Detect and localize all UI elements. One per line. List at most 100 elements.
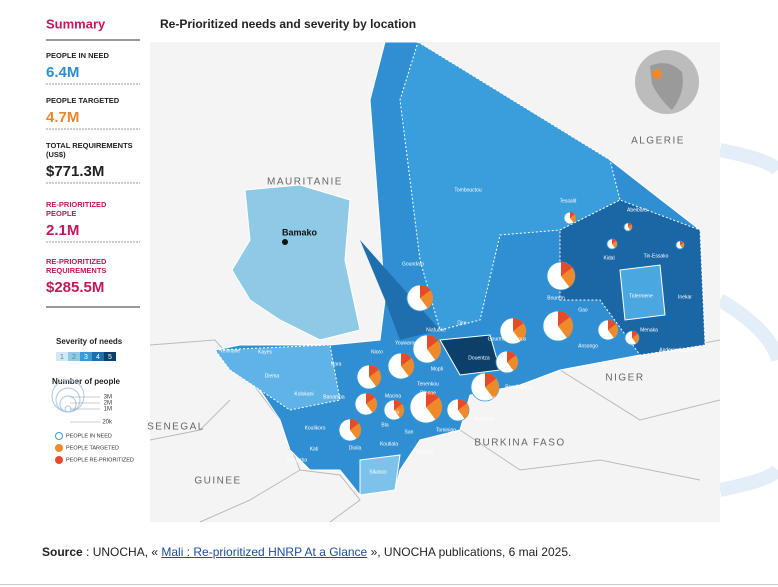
pie-reprioritized — [561, 262, 573, 276]
source-link[interactable]: Mali : Re-prioritized HNRP At a Glance — [161, 545, 368, 559]
source-prefix: Source — [42, 545, 83, 559]
region-label: Dioila — [349, 445, 362, 451]
pie-reprioritized — [570, 212, 575, 218]
region-label: Douentza — [468, 355, 490, 361]
pie-reprioritized — [426, 391, 439, 407]
source-text: », UNOCHA publications, 6 mai 2025. — [367, 545, 572, 559]
region-label: Segou — [385, 409, 400, 415]
region-label: Tominian — [436, 427, 456, 433]
region-label: Gourma-Rharous — [488, 336, 527, 342]
severity-label: 4 — [96, 354, 100, 361]
region-label: Tombouctou — [454, 187, 481, 193]
pie-reprioritized — [680, 241, 684, 245]
region-sikasso — [359, 454, 401, 496]
summary-title: Summary — [46, 16, 106, 31]
pie-reprioritized — [608, 320, 616, 330]
pie-reprioritized — [628, 223, 632, 227]
key-label: PEOPLE RE-PRIORITIZED — [66, 457, 134, 463]
size-label: 20k — [102, 420, 113, 426]
region-label: Ansongo — [578, 343, 598, 349]
region-label: Gao — [578, 307, 588, 313]
legend-title: Severity of needs — [56, 337, 123, 346]
region-label: Abeibara — [627, 207, 647, 213]
globe-mali — [652, 69, 662, 79]
region-label: Macina — [385, 393, 401, 399]
severity-label: 2 — [72, 354, 76, 361]
pie-reprioritized — [507, 351, 516, 362]
capital-marker — [282, 239, 288, 245]
pie-reprioritized — [458, 399, 467, 410]
region-west — [214, 344, 341, 411]
country-label: GUINEE — [194, 476, 241, 487]
severity-swatch — [104, 352, 116, 361]
pie-reprioritized — [632, 331, 638, 338]
severity-swatch — [68, 352, 80, 361]
region-goundam — [360, 240, 440, 340]
capital-label: Bamako — [282, 227, 318, 237]
region-label: Koro — [485, 395, 496, 401]
region-label: Yorosso — [416, 449, 434, 455]
size-label: 3M — [104, 395, 112, 401]
key-symbol — [55, 432, 63, 440]
summary-label: RE-PRIORITIZED REQUIREMENTS — [46, 257, 107, 275]
region-label: Sikasso — [369, 469, 387, 475]
summary-value: 2.1M — [46, 222, 79, 239]
region-label: Dire — [457, 320, 466, 326]
region-label: Kayes — [258, 349, 272, 355]
pie-reprioritized — [350, 419, 359, 430]
region-label: Bandiagara — [505, 384, 531, 390]
region-label: Bourem — [547, 295, 565, 301]
region-label: Banamba — [323, 394, 345, 400]
summary-label: PEOPLE TARGETED — [46, 96, 120, 105]
region-label: Djenne — [420, 390, 436, 396]
region-label: Nara — [331, 361, 342, 367]
size-circle — [55, 387, 81, 413]
key-symbol — [55, 444, 63, 452]
region-label: Tin-Essako — [644, 253, 669, 259]
region-label: Diema — [265, 373, 280, 379]
size-label: 1M — [104, 407, 112, 413]
pie-reprioritized — [513, 318, 524, 331]
region-label: Bankass — [474, 416, 494, 422]
region-label: Kidal — [603, 255, 614, 261]
region-label: Yelimane — [220, 348, 241, 354]
pie-reprioritized — [366, 393, 375, 404]
map-title: Re-Prioritized needs and severity by loc… — [160, 17, 416, 31]
summary-label: PEOPLE IN NEED — [46, 51, 110, 60]
decor-arc — [716, 143, 778, 497]
source-line: Source : UNOCHA, « Mali : Re-prioritized… — [42, 545, 571, 559]
pie-reprioritized — [394, 400, 402, 410]
country-label: SENEGAL — [147, 422, 205, 433]
country-label: NIGER — [605, 373, 644, 384]
region-label: Niafunke — [426, 327, 446, 333]
pie-reprioritized — [558, 311, 570, 326]
region-label: Mopti — [431, 366, 443, 372]
key-label: PEOPLE TARGETED — [66, 445, 119, 451]
region-label: Anderamboukane — [659, 347, 699, 353]
region-label: Tenenkou — [417, 381, 439, 387]
country-label: ALGERIE — [631, 136, 685, 147]
region-label: Kati — [310, 446, 319, 452]
region-label: Tidermene — [629, 293, 653, 299]
source-text: : UNOCHA, « — [82, 545, 162, 559]
country-label: MAURITANIE — [267, 177, 343, 188]
key-label: PEOPLE IN NEED — [66, 433, 112, 439]
region-tidermene — [619, 264, 666, 321]
severity-label: 3 — [84, 354, 88, 361]
pie-reprioritized — [612, 239, 616, 244]
size-circle — [59, 395, 77, 413]
region-label: Koutiala — [380, 441, 398, 447]
summary-value: 6.4M — [46, 64, 79, 81]
region-label: Youwarou — [395, 340, 417, 346]
region-label: Kolokani — [294, 391, 313, 397]
pie-reprioritized — [420, 285, 431, 298]
country-label: BURKINA FASO — [474, 438, 565, 449]
summary-label: TOTAL REQUIREMENTS (US$) — [46, 141, 133, 159]
size-label: 2M — [104, 401, 112, 407]
key-symbol — [55, 456, 63, 464]
region-label: Tessalit — [560, 198, 577, 204]
region-label: Goundam — [402, 261, 424, 267]
summary-value: $285.5M — [46, 279, 104, 296]
severity-swatch — [80, 352, 92, 361]
